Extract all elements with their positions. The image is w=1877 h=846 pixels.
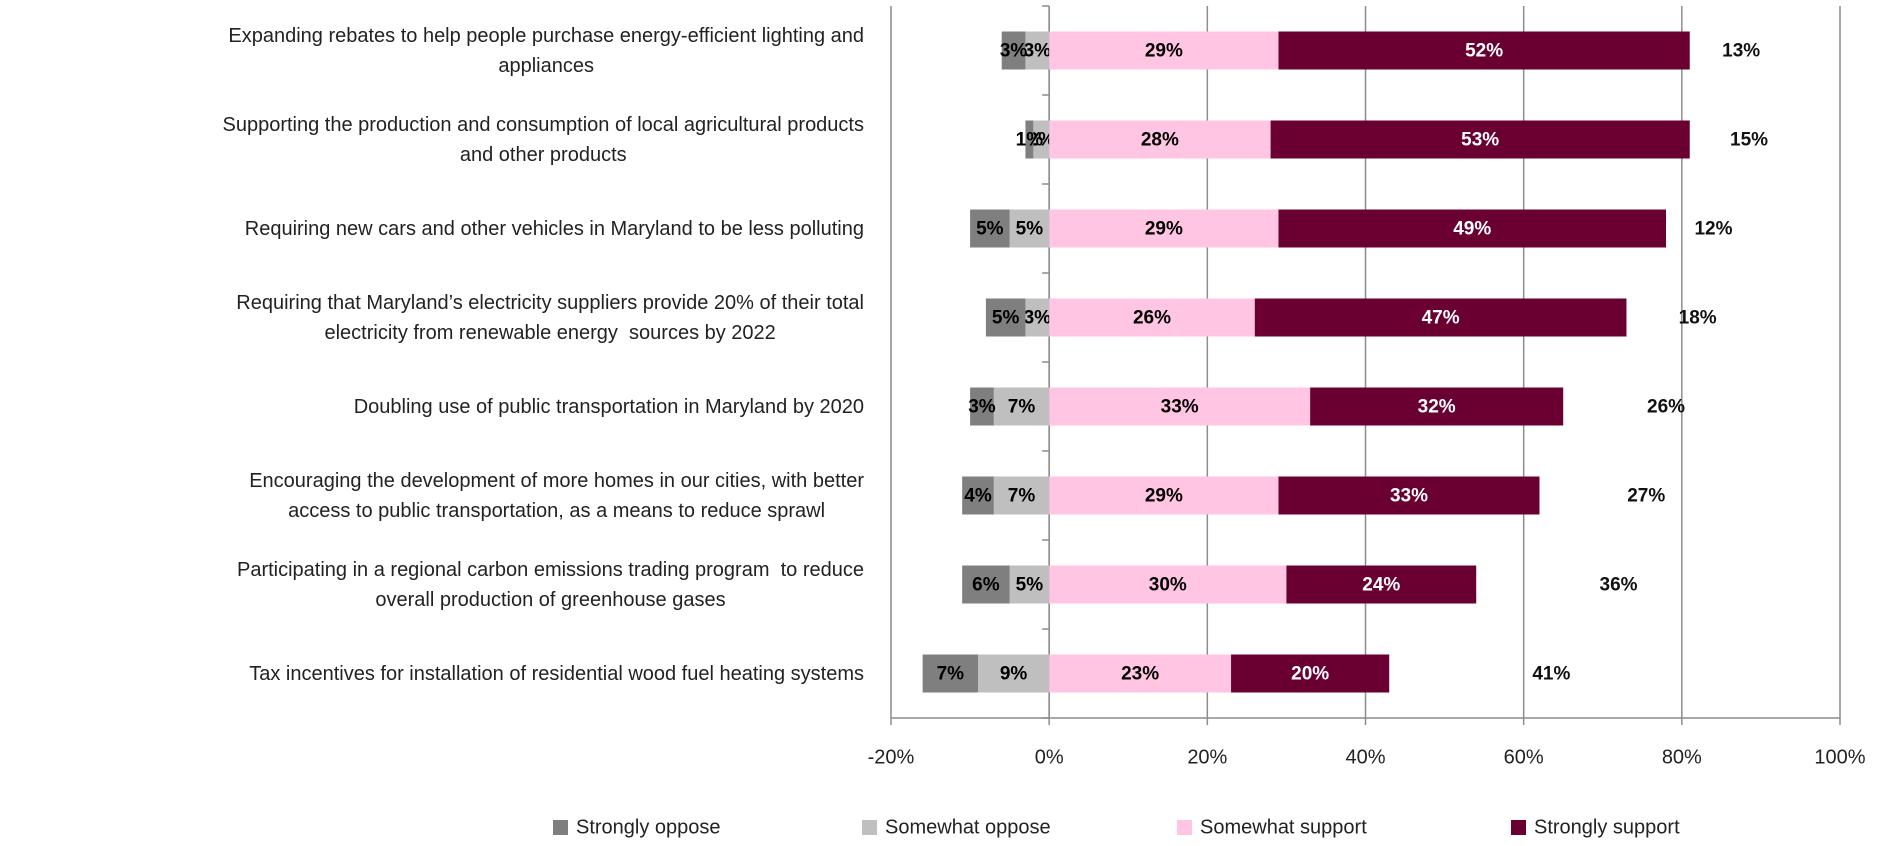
data-label: 7% — [1008, 397, 1036, 418]
bar-segment — [1254, 298, 1627, 337]
bar-segment — [1270, 120, 1690, 159]
x-tick-label: 20% — [1187, 746, 1227, 768]
remainder-label: 18% — [1679, 308, 1717, 329]
remainder-label: 36% — [1600, 575, 1638, 596]
data-label: 6% — [972, 575, 1000, 596]
category-label: Tax incentives for installation of resid… — [249, 662, 864, 685]
bar-segment — [1009, 565, 1050, 604]
data-label: 9% — [1000, 664, 1028, 685]
legend-swatch — [1177, 820, 1192, 835]
bar-segment — [962, 565, 1010, 604]
data-label: 33% — [1161, 397, 1199, 418]
bar-segment — [1049, 654, 1232, 693]
bar-segment — [985, 298, 1026, 337]
bar-segment — [1025, 31, 1050, 70]
bar-segment — [1310, 387, 1564, 426]
bar-segment — [993, 476, 1050, 515]
x-tick-label: 60% — [1504, 746, 1544, 768]
data-label: 23% — [1121, 664, 1159, 685]
data-label: 24% — [1362, 575, 1400, 596]
remainder-label: 26% — [1647, 397, 1685, 418]
bar-segment — [1049, 209, 1279, 248]
remainder-label: 27% — [1627, 486, 1665, 507]
legend-swatch — [553, 820, 568, 835]
data-label: 20% — [1291, 664, 1329, 685]
bar-segment — [1049, 565, 1287, 604]
remainder-label: 15% — [1730, 130, 1768, 151]
bar-segment — [922, 654, 978, 693]
legend-swatch — [1511, 820, 1526, 835]
data-label: 29% — [1145, 486, 1183, 507]
data-label: 3% — [1024, 41, 1052, 62]
category-label: Doubling use of public transportation in… — [353, 395, 864, 418]
bar-segment — [1231, 654, 1390, 693]
bar-segment — [1025, 120, 1034, 159]
remainder-label: 12% — [1694, 219, 1732, 240]
bar-segment — [1049, 476, 1279, 515]
x-tick-label: -20% — [868, 746, 915, 768]
data-label: 3% — [968, 397, 996, 418]
bar-segment — [1278, 209, 1667, 248]
data-label: 5% — [976, 219, 1004, 240]
data-label: 3% — [1024, 308, 1052, 329]
data-label: 52% — [1465, 41, 1503, 62]
data-label: 5% — [1016, 219, 1044, 240]
category-label: Participating in a regional carbon emiss… — [236, 558, 864, 611]
bar-segment — [1033, 120, 1050, 159]
legend-label: Somewhat support — [1200, 816, 1367, 838]
bar-segment — [1049, 298, 1255, 337]
bar-segment — [977, 654, 1050, 693]
data-label: 49% — [1453, 219, 1491, 240]
bar-segment — [1001, 31, 1026, 70]
data-label: 4% — [964, 486, 992, 507]
category-label: Encouraging the development of more home… — [249, 469, 864, 522]
remainder-label: 13% — [1722, 41, 1760, 62]
data-label: 29% — [1145, 41, 1183, 62]
legend-label: Strongly support — [1534, 816, 1680, 838]
remainder-label: 41% — [1532, 664, 1570, 685]
bar-segment — [970, 387, 994, 426]
data-label: 5% — [1016, 575, 1044, 596]
data-label: 28% — [1141, 130, 1179, 151]
data-label: 1% — [1016, 130, 1044, 151]
data-label: 33% — [1390, 486, 1428, 507]
bar-segment — [1278, 476, 1540, 515]
legend-swatch — [862, 820, 877, 835]
legend-label: Somewhat oppose — [885, 816, 1051, 838]
bar-segment — [970, 209, 1010, 248]
x-tick-label: 40% — [1345, 746, 1385, 768]
bar-segment — [1025, 298, 1050, 337]
bar-segment — [1278, 31, 1690, 70]
data-label: 47% — [1422, 308, 1460, 329]
bar-segment — [1049, 120, 1271, 159]
data-label: 7% — [1008, 486, 1036, 507]
data-label: 30% — [1149, 575, 1187, 596]
bar-segment — [962, 476, 994, 515]
x-tick-label: 100% — [1814, 746, 1865, 768]
data-label: 7% — [937, 664, 965, 685]
data-label: 53% — [1461, 130, 1499, 151]
bar-segment — [993, 387, 1050, 426]
bar-segment — [1049, 31, 1279, 70]
data-label: 2% — [1028, 130, 1056, 151]
category-label: Requiring that Maryland’s electricity su… — [236, 291, 864, 344]
data-label: 29% — [1145, 219, 1183, 240]
x-tick-label: 0% — [1035, 746, 1064, 768]
x-tick-label: 80% — [1662, 746, 1702, 768]
data-label: 5% — [992, 308, 1020, 329]
bar-segment — [1009, 209, 1050, 248]
legend-label: Strongly oppose — [576, 816, 721, 838]
category-label: Supporting the production and consumptio… — [222, 113, 864, 166]
category-label: Expanding rebates to help people purchas… — [228, 24, 864, 77]
data-label: 32% — [1418, 397, 1456, 418]
category-label: Requiring new cars and other vehicles in… — [244, 217, 864, 240]
data-label: 26% — [1133, 308, 1171, 329]
data-label: 3% — [1000, 41, 1028, 62]
bar-segment — [1049, 387, 1311, 426]
bar-segment — [1286, 565, 1477, 604]
